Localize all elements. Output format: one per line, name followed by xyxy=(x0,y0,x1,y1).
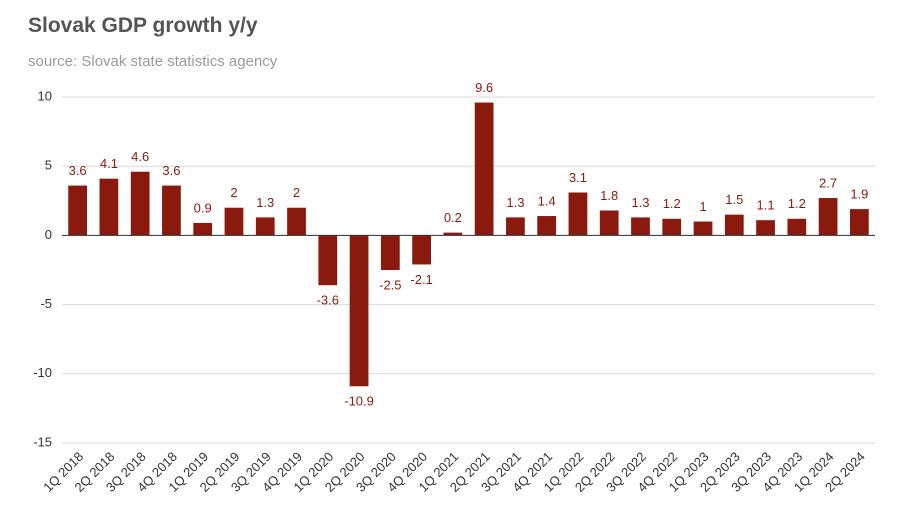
y-tick-label: -10 xyxy=(33,365,52,380)
y-tick-label: 5 xyxy=(45,158,52,173)
value-label: 1.3 xyxy=(506,195,524,210)
bar xyxy=(287,207,306,236)
value-label: -3.6 xyxy=(317,293,339,308)
value-label: 3.1 xyxy=(569,170,587,185)
bar xyxy=(787,218,807,236)
bar xyxy=(412,235,431,265)
bar xyxy=(99,178,119,236)
bar xyxy=(224,207,244,236)
value-label: 2 xyxy=(230,185,237,200)
chart-subtitle: source: Slovak state statistics agency xyxy=(28,53,278,70)
y-tick-label: -15 xyxy=(33,434,52,449)
bar xyxy=(193,222,213,236)
value-label: -10.9 xyxy=(344,394,374,409)
value-label: 3.6 xyxy=(162,163,180,178)
bar xyxy=(130,171,150,236)
value-label: 9.6 xyxy=(475,80,493,95)
bar xyxy=(693,221,713,236)
value-label: -2.1 xyxy=(410,272,432,287)
value-label: 2 xyxy=(293,185,300,200)
value-label: 1.9 xyxy=(850,187,868,202)
value-label: 4.6 xyxy=(131,149,149,164)
bar xyxy=(474,102,494,236)
value-label: 1.3 xyxy=(631,195,649,210)
bar xyxy=(443,232,463,236)
bar xyxy=(631,217,650,236)
value-label: 1.2 xyxy=(788,196,806,211)
bar xyxy=(724,214,744,236)
bar xyxy=(756,220,775,236)
bar xyxy=(68,185,88,236)
bar xyxy=(568,192,588,236)
value-label: 4.1 xyxy=(100,156,118,171)
value-label: 2.7 xyxy=(819,175,837,190)
bar xyxy=(537,216,557,236)
bar xyxy=(662,218,682,236)
y-tick-label: -5 xyxy=(40,296,52,311)
bar xyxy=(255,217,275,236)
bar xyxy=(349,235,369,387)
value-label: 1 xyxy=(699,199,706,214)
value-label: 0.2 xyxy=(444,210,462,225)
value-label: 1.8 xyxy=(600,188,618,203)
value-label: 1.1 xyxy=(757,198,775,213)
bar xyxy=(849,209,869,236)
bar xyxy=(162,185,181,236)
value-label: 1.4 xyxy=(538,193,556,208)
bar xyxy=(599,210,619,236)
y-tick-label: 10 xyxy=(38,88,52,103)
value-label: 1.2 xyxy=(663,196,681,211)
value-label: 0.9 xyxy=(194,200,212,215)
value-label: 1.5 xyxy=(725,192,743,207)
value-label: 1.3 xyxy=(256,195,274,210)
value-label: 3.6 xyxy=(69,163,87,178)
bar xyxy=(818,198,838,236)
value-label: -2.5 xyxy=(379,277,401,292)
bar xyxy=(380,235,400,270)
bar xyxy=(506,217,525,236)
bar xyxy=(318,235,338,286)
chart-title: Slovak GDP growth y/y xyxy=(28,14,258,37)
y-tick-label: 0 xyxy=(45,227,52,242)
